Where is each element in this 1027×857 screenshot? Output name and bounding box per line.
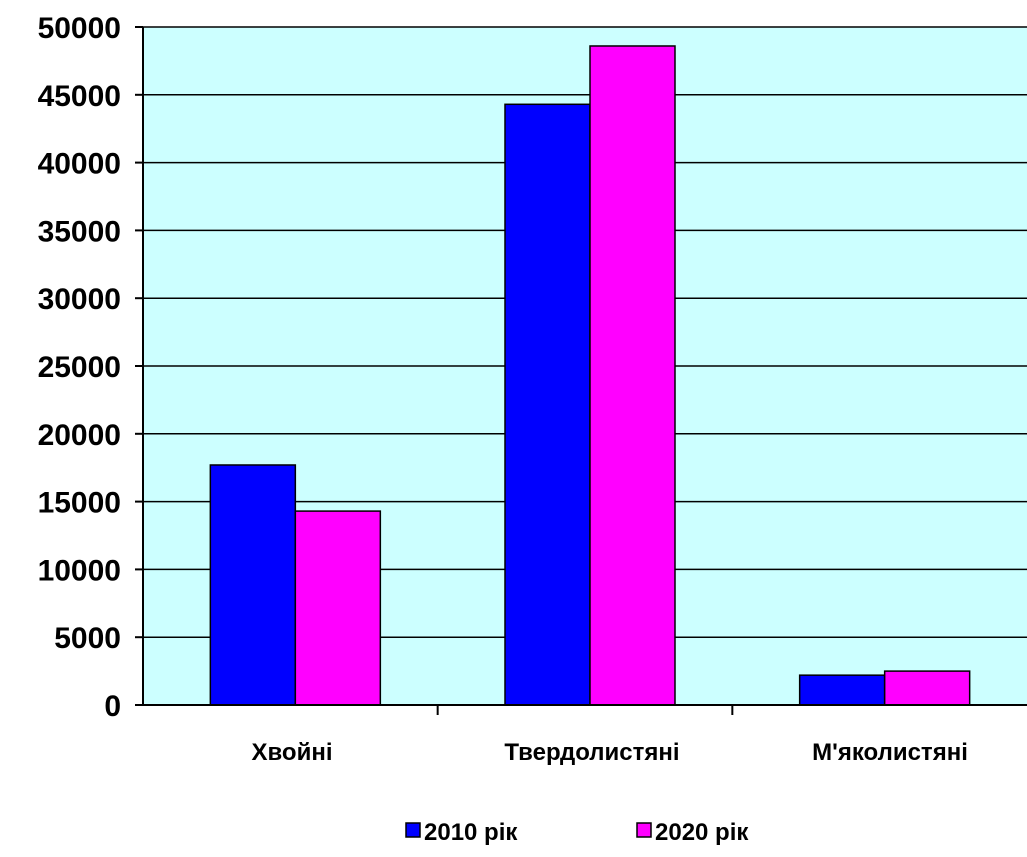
y-tick-label-1: 5000 — [54, 622, 121, 655]
y-tick-label-5: 25000 — [38, 351, 121, 384]
y-tick-label-10: 50000 — [38, 12, 121, 45]
bar-1-0 — [504, 103, 591, 706]
y-tick-labels: 0 5000 10000 15000 20000 25000 30000 35000 40000… — [38, 12, 121, 723]
legend-swatch-0 — [405, 822, 421, 838]
x-tick-label-0: Хвойні — [251, 739, 332, 766]
y-tick-label-0: 0 — [104, 690, 121, 723]
bar-2-1 — [883, 670, 971, 706]
y-tick-label-8: 40000 — [38, 148, 121, 181]
y-tick-label-4: 20000 — [38, 419, 121, 452]
bar-0-1 — [294, 510, 382, 706]
axes — [135, 26, 1027, 715]
y-tick-label-3: 15000 — [38, 487, 121, 520]
x-tick-label-1: Твердолистяні — [504, 739, 679, 766]
y-tick-label-2: 10000 — [38, 554, 121, 587]
y-tick-label-6: 30000 — [38, 283, 121, 316]
legend-swatch-1 — [636, 822, 652, 838]
legend-label-0: 2010 рік — [424, 819, 518, 846]
bars — [209, 45, 971, 706]
legend: 2010 рік 2020 рік — [405, 819, 749, 846]
y-tick-label-9: 45000 — [38, 80, 121, 113]
bar-1-1 — [589, 45, 676, 706]
x-tick-label-2: М'яколистяні — [812, 739, 968, 766]
bar-0-0 — [209, 464, 297, 706]
x-tick-labels: Хвойні Твердолистяні М'яколистяні — [251, 739, 967, 766]
bar-2-0 — [798, 674, 886, 706]
y-tick-label-7: 35000 — [38, 215, 121, 248]
legend-label-1: 2020 рік — [655, 819, 749, 846]
